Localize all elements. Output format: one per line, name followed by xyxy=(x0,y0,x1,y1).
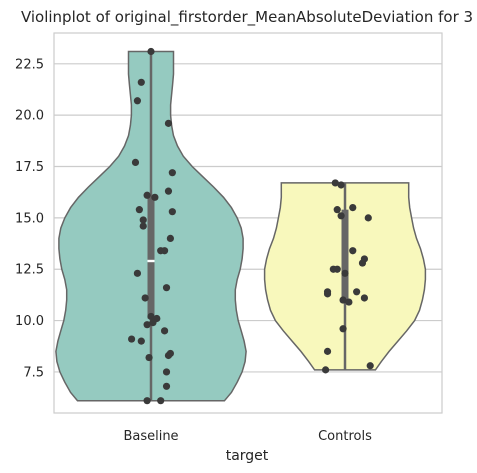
violins xyxy=(55,50,427,402)
x-tick-label: Baseline xyxy=(123,429,178,444)
data-point xyxy=(349,203,357,212)
data-point xyxy=(333,265,341,273)
y-tick-label: 15.0 xyxy=(15,211,44,226)
data-point xyxy=(353,288,361,296)
data-point xyxy=(143,191,151,199)
data-point xyxy=(164,351,173,360)
data-point xyxy=(166,234,174,243)
data-point xyxy=(139,222,147,230)
data-point xyxy=(331,179,339,187)
iqr-box xyxy=(341,209,349,303)
data-point xyxy=(164,187,173,195)
y-tick-label: 22.5 xyxy=(15,57,44,72)
y-tick-label: 20.0 xyxy=(15,109,44,124)
data-point xyxy=(364,214,372,222)
data-point xyxy=(337,181,345,189)
data-point xyxy=(145,353,153,362)
y-tick-label: 17.5 xyxy=(15,160,44,175)
x-tick-label: Controls xyxy=(318,429,372,444)
data-point xyxy=(137,78,145,86)
data-point xyxy=(339,296,347,304)
data-point xyxy=(339,325,347,333)
data-points xyxy=(128,47,374,405)
data-point xyxy=(128,335,136,343)
data-point xyxy=(323,347,332,355)
x-axis-ticks: Baseline Controls xyxy=(123,429,372,444)
data-point xyxy=(135,206,143,214)
data-point xyxy=(162,382,171,390)
data-point xyxy=(147,312,155,321)
data-point xyxy=(139,216,147,224)
data-point xyxy=(147,47,155,56)
data-point xyxy=(160,327,169,335)
y-axis-ticks: 7.5 10.0 12.5 15.0 17.5 20.0 22.5 xyxy=(15,57,44,380)
data-point xyxy=(358,259,367,267)
data-point xyxy=(162,368,171,376)
data-point xyxy=(151,193,159,201)
data-point xyxy=(366,362,374,370)
iqr-box xyxy=(147,195,155,319)
y-tick-label: 12.5 xyxy=(15,263,44,278)
data-point xyxy=(168,208,176,216)
median-marker xyxy=(147,259,155,263)
data-point xyxy=(157,397,165,405)
data-point xyxy=(162,284,171,292)
plot-frame xyxy=(53,32,443,414)
data-point xyxy=(143,321,151,329)
data-point xyxy=(141,294,149,302)
data-point xyxy=(337,212,345,220)
data-point xyxy=(133,97,142,105)
data-point xyxy=(341,269,349,277)
y-tick-label: 7.5 xyxy=(23,365,44,380)
data-point xyxy=(322,366,330,374)
data-point xyxy=(137,337,145,345)
data-point xyxy=(360,294,368,302)
data-point xyxy=(131,158,140,167)
x-axis-label: target xyxy=(226,448,269,464)
data-point xyxy=(333,206,341,214)
data-point xyxy=(345,298,353,306)
chart-title: Violinplot of original_firstorder_MeanAb… xyxy=(21,8,473,27)
data-point xyxy=(160,247,169,255)
data-point xyxy=(164,119,173,127)
data-point xyxy=(323,290,332,298)
y-tick-label: 10.0 xyxy=(15,314,44,329)
data-point xyxy=(349,247,357,255)
data-point xyxy=(143,397,151,405)
data-point xyxy=(149,319,157,327)
data-point xyxy=(133,269,142,277)
data-point xyxy=(168,169,176,177)
